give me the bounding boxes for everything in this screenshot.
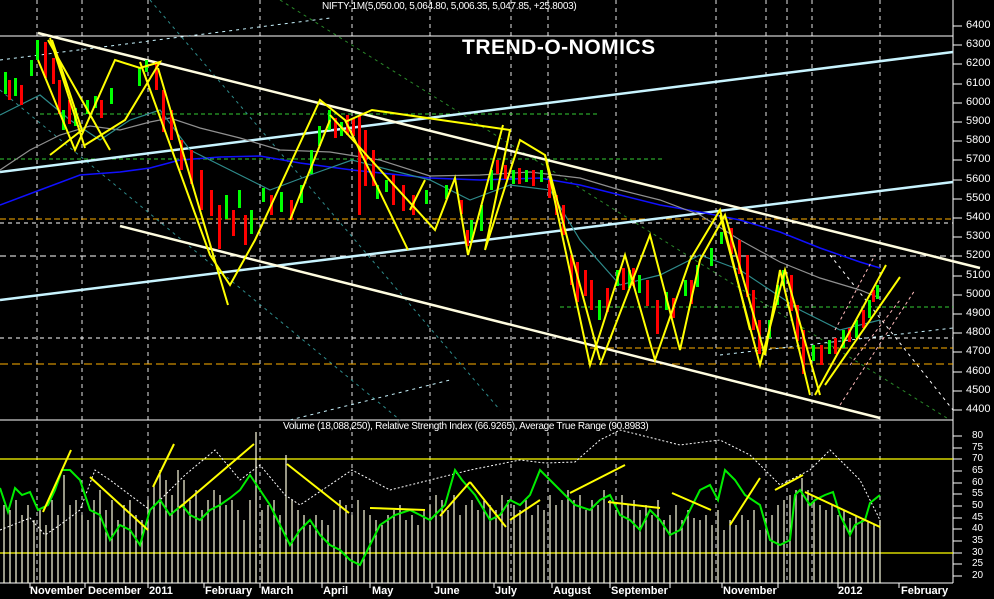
price-tick: 4800 bbox=[966, 326, 991, 338]
price-tick: 6200 bbox=[966, 57, 991, 69]
price-tick: 5600 bbox=[966, 173, 991, 185]
rsi-tick: 65 bbox=[972, 465, 984, 476]
zigzag-swings bbox=[37, 37, 901, 396]
price-tick: 5900 bbox=[966, 115, 991, 127]
time-tick: April bbox=[323, 585, 349, 597]
rsi-tick: 30 bbox=[972, 547, 984, 558]
time-tick: July bbox=[495, 585, 518, 597]
descending-channel bbox=[37, 31, 981, 420]
rsi-tick: 60 bbox=[972, 477, 984, 488]
price-tick: 6400 bbox=[966, 19, 991, 31]
rsi-tick: 75 bbox=[972, 442, 984, 453]
price-tick: 5400 bbox=[966, 211, 991, 223]
key-levels bbox=[0, 35, 953, 365]
price-tick: 5100 bbox=[966, 269, 991, 281]
time-tick: June bbox=[434, 585, 460, 597]
price-tick: 4400 bbox=[966, 403, 991, 415]
price-tick: 4500 bbox=[966, 384, 991, 396]
vertical-grid bbox=[36, 0, 881, 583]
atr-line bbox=[0, 429, 881, 536]
price-tick: 5000 bbox=[966, 288, 991, 300]
price-tick: 5700 bbox=[966, 153, 991, 165]
rsi-tick: 35 bbox=[972, 535, 984, 546]
time-tick: May bbox=[372, 585, 394, 597]
rsi-line bbox=[0, 467, 881, 567]
time-tick: September bbox=[611, 585, 668, 597]
time-tick: February bbox=[205, 585, 253, 597]
rising-channel bbox=[0, 50, 954, 302]
time-tick: February bbox=[901, 585, 949, 597]
rsi-tick: 40 bbox=[972, 523, 984, 534]
volume-bars bbox=[3, 432, 881, 583]
rsi-tick: 25 bbox=[972, 558, 984, 569]
rsi-tick: 45 bbox=[972, 512, 984, 523]
price-tick: 4900 bbox=[966, 307, 991, 319]
time-tick: March bbox=[261, 585, 294, 597]
ma-long bbox=[0, 155, 881, 269]
indicator-panel-title: Volume (18,088,250), Relative Strength I… bbox=[283, 421, 649, 432]
diagonal-guides bbox=[0, 0, 954, 421]
time-tick: November bbox=[30, 585, 84, 597]
rsi-tick: 50 bbox=[972, 500, 984, 511]
rsi-axis-ticks bbox=[953, 435, 962, 577]
time-tick: August bbox=[553, 585, 591, 597]
rsi-tick: 20 bbox=[972, 570, 984, 581]
price-tick: 5500 bbox=[966, 192, 991, 204]
time-tick: 2011 bbox=[149, 585, 173, 597]
price-tick: 5800 bbox=[966, 134, 991, 146]
price-tick: 6100 bbox=[966, 77, 991, 89]
price-tick: 5200 bbox=[966, 249, 991, 261]
rsi-tick: 80 bbox=[972, 430, 984, 441]
price-tick: 6300 bbox=[966, 38, 991, 50]
price-tick: 6000 bbox=[966, 96, 991, 108]
price-tick: 5300 bbox=[966, 230, 991, 242]
rsi-trendlines bbox=[42, 443, 881, 531]
time-tick: November bbox=[723, 585, 777, 597]
price-axis-ticks bbox=[953, 25, 962, 411]
rsi-panel bbox=[0, 429, 962, 583]
price-tick: 4700 bbox=[966, 345, 991, 357]
rsi-tick: 70 bbox=[972, 453, 984, 464]
pink-guides bbox=[834, 254, 916, 406]
price-tick: 4600 bbox=[966, 365, 991, 377]
brand-watermark: TREND-O-NOMICS bbox=[462, 36, 656, 59]
time-tick: 2012 bbox=[838, 585, 863, 597]
time-axis-ticks bbox=[29, 583, 900, 588]
time-tick: December bbox=[88, 585, 142, 597]
chart-title: NIFTY-1M(5,050.00, 5,064.80, 5,006.35, 5… bbox=[322, 1, 577, 12]
rsi-tick: 55 bbox=[972, 488, 984, 499]
